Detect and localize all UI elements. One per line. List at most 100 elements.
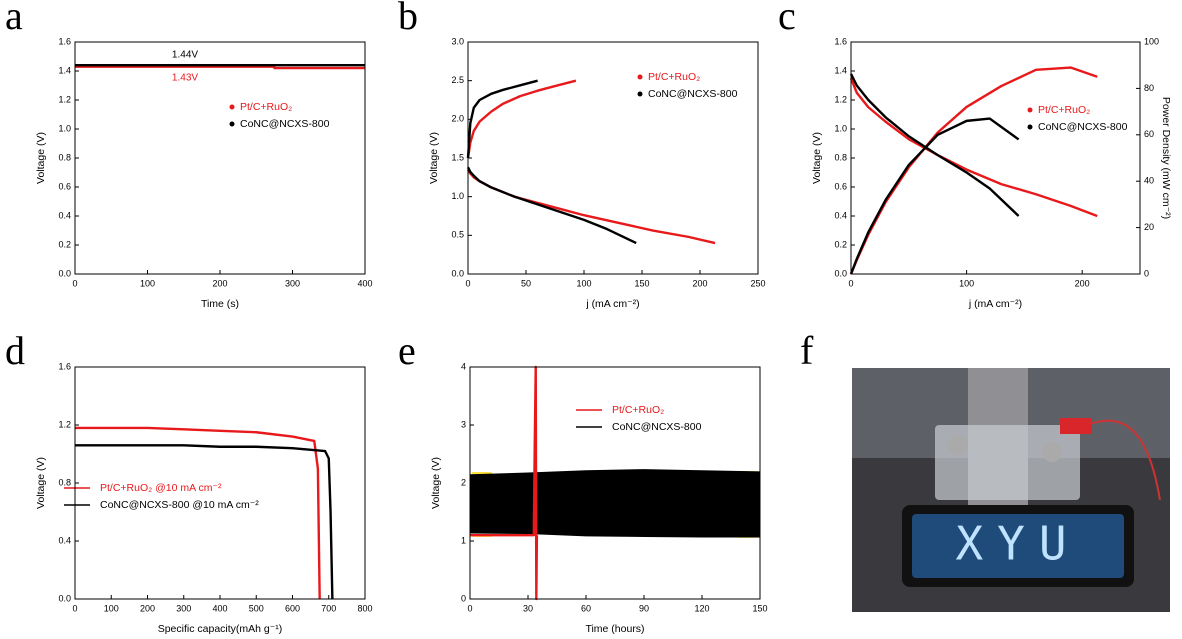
x-tick-label: 200 (212, 278, 227, 288)
y-tick-label: 0.6 (834, 181, 847, 191)
clip (1060, 418, 1092, 434)
y-tick-label: 0.2 (58, 239, 71, 249)
plot-frame (74, 366, 366, 600)
y-tick-label: 1.6 (58, 361, 71, 371)
y2-tick-label: 40 (1144, 176, 1154, 186)
x-tick-label: 120 (694, 603, 709, 613)
y2-tick-label: 60 (1144, 129, 1154, 139)
y-tick-label: 0.4 (58, 210, 71, 220)
x-tick-label: 100 (140, 278, 155, 288)
x-tick-label: 100 (104, 603, 119, 613)
data-line (849, 66, 1098, 275)
y-axis-label: Voltage (V) (35, 457, 47, 509)
x-tick-label: 0 (467, 603, 472, 613)
plot-frame (74, 41, 366, 275)
y2-tick-label: 80 (1144, 83, 1154, 93)
data-line (466, 168, 716, 245)
y-tick-label: 0.4 (834, 210, 847, 220)
legend-label: CoNC@NCXS-800 (612, 421, 702, 433)
x-tick-label: 400 (212, 603, 227, 613)
legend-label: Pt/C+RuO₂ (1038, 104, 1090, 116)
data-line (470, 365, 539, 601)
y-tick-label: 1.0 (834, 123, 847, 133)
y-tick-label: 1.5 (451, 152, 464, 162)
x-tick-label: 50 (521, 278, 531, 288)
y-tick-label: 2 (461, 477, 466, 487)
y-tick-label: 0 (461, 593, 466, 603)
x-tick-label: 0 (72, 603, 77, 613)
y-tick-label: 1.2 (58, 419, 71, 429)
x-tick-label: 300 (285, 278, 300, 288)
cell-holder (935, 425, 1080, 500)
legend-marker (637, 74, 643, 80)
x-tick-label: 600 (285, 603, 300, 613)
x-tick-label: 100 (959, 278, 974, 288)
y-axis-label: Voltage (V) (811, 132, 823, 184)
legend-label: CoNC@NCXS-800 (1038, 121, 1128, 133)
y-tick-label: 1.4 (834, 65, 847, 75)
x-tick-label: 200 (692, 278, 707, 288)
annotation: 1.14v (734, 498, 755, 508)
y-tick-label: 3.0 (451, 36, 464, 46)
data-line (466, 166, 637, 245)
legend-marker (1027, 107, 1033, 113)
legend-label: Pt/C+RuO₂ @10 mA cm⁻² (100, 482, 222, 494)
wire (1089, 419, 1161, 501)
y-tick-label: 0.8 (834, 152, 847, 162)
y-tick-label: 0.6 (58, 181, 71, 191)
data-line (75, 426, 321, 600)
legend-label: Pt/C+RuO₂ (240, 101, 292, 113)
legend-label: Pt/C+RuO₂ (612, 404, 664, 416)
y2-tick-label: 20 (1144, 222, 1154, 232)
y-tick-label: 0.8 (58, 477, 71, 487)
legend-marker (229, 104, 235, 110)
plot-frame (850, 41, 1141, 275)
annotation: 1.44V (172, 50, 198, 61)
x-tick-label: 150 (634, 278, 649, 288)
x-tick-label: 0 (72, 278, 77, 288)
x-tick-label: 100 (576, 278, 591, 288)
y-tick-label: 0.5 (451, 230, 464, 240)
x-tick-label: 60 (581, 603, 591, 613)
data-line (849, 117, 1020, 275)
x-axis-label: Time (hours) (585, 623, 644, 635)
x-tick-label: 700 (321, 603, 336, 613)
plot-frame (469, 366, 761, 600)
y-tick-label: 1.4 (58, 65, 71, 75)
legend-label: CoNC@NCXS-800 @10 mA cm⁻² (100, 499, 259, 511)
x-tick-label: 30 (523, 603, 533, 613)
x-tick-label: 200 (1075, 278, 1090, 288)
y-tick-label: 1.6 (834, 36, 847, 46)
data-line (75, 65, 365, 70)
x-tick-label: 0 (465, 278, 470, 288)
legend-marker (1027, 124, 1033, 130)
y-tick-label: 1.0 (451, 191, 464, 201)
legend-marker (637, 91, 643, 97)
x-axis-label: Time (s) (201, 298, 239, 310)
y-axis-label: Voltage (V) (430, 457, 442, 509)
data-line (75, 444, 334, 600)
y-tick-label: 4 (461, 361, 466, 371)
x-tick-label: 400 (357, 278, 372, 288)
y-tick-label: 0.8 (58, 152, 71, 162)
panel-label: b (398, 0, 418, 38)
x-tick-label: 250 (750, 278, 765, 288)
x-axis-label: Specific capacity(mAh g⁻¹) (158, 623, 283, 635)
annotation: 1.01v (476, 498, 497, 508)
led-screen (912, 514, 1124, 578)
y2-axis-label: Power Density (mW cm⁻²) (1160, 97, 1172, 219)
y-tick-label: 1.0 (58, 123, 71, 133)
panel-label: f (800, 328, 814, 373)
badge-text: XYU (955, 517, 1080, 571)
x-tick-label: 150 (752, 603, 767, 613)
x-tick-label: 800 (357, 603, 372, 613)
data-line (466, 79, 577, 159)
screw (1042, 442, 1062, 462)
x-axis-label: j (mA cm⁻²) (585, 298, 639, 310)
panel-label: c (778, 0, 796, 38)
photo: XYU f (800, 328, 1170, 612)
data-band (470, 469, 760, 538)
x-axis-label: j (mA cm⁻²) (968, 298, 1022, 310)
screw (948, 435, 968, 455)
